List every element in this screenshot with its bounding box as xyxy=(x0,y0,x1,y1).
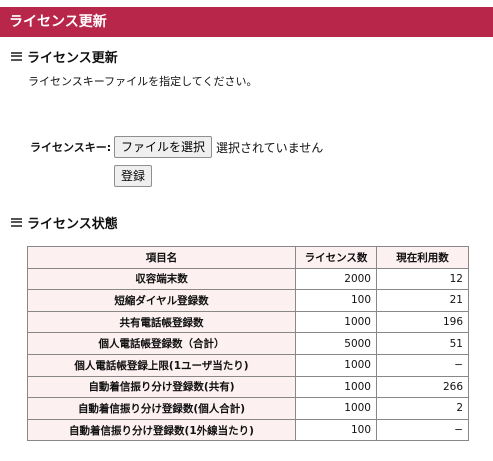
row-current-usage: 21 xyxy=(376,289,469,312)
row-item-name: 自動着信振り分け登録数(1外線当たり) xyxy=(27,418,296,442)
row-license-count: 1000 xyxy=(295,375,377,399)
list-icon xyxy=(11,217,22,228)
page-title-bar: ライセンス更新 xyxy=(0,7,493,37)
table-row: 自動着信振り分け登録数(共有) 1000 266 xyxy=(27,375,469,399)
row-item-name: 個人電話帳登録数（合計） xyxy=(27,332,296,355)
status-section-heading-text: ライセンス状態 xyxy=(27,216,118,232)
row-current-usage: 196 xyxy=(376,310,469,334)
row-item-name: 個人電話帳登録上限(1ユーザ当たり) xyxy=(27,353,296,377)
row-item-name: 収容端末数 xyxy=(27,267,296,291)
table-row: 収容端末数 2000 12 xyxy=(27,267,469,291)
column-header-license-count: ライセンス数 xyxy=(295,246,377,269)
row-current-usage: 266 xyxy=(376,375,469,399)
row-license-count: 100 xyxy=(295,289,377,312)
table-row: 共有電話帳登録数 1000 196 xyxy=(27,310,469,334)
row-license-count: 2000 xyxy=(295,267,377,291)
row-license-count: 1000 xyxy=(295,353,377,377)
row-current-usage: − xyxy=(376,418,469,442)
column-header-current-usage: 現在利用数 xyxy=(376,246,469,269)
page-title: ライセンス更新 xyxy=(9,14,107,30)
row-item-name: 自動着信振り分け登録数(個人合計) xyxy=(27,397,296,420)
column-header-item-name: 項目名 xyxy=(27,246,296,269)
row-current-usage: 12 xyxy=(376,267,469,291)
row-current-usage: − xyxy=(376,353,469,377)
table-row: 自動着信振り分け登録数(1外線当たり) 100 − xyxy=(27,418,469,442)
table-row: 短縮ダイヤル登録数 100 21 xyxy=(27,289,469,312)
row-license-count: 1000 xyxy=(295,310,377,334)
update-section-heading-text: ライセンス更新 xyxy=(27,50,118,66)
table-row: 個人電話帳登録数（合計） 5000 51 xyxy=(27,332,469,355)
row-license-count: 5000 xyxy=(295,332,377,355)
row-item-name: 自動着信振り分け登録数(共有) xyxy=(27,375,296,399)
row-license-count: 1000 xyxy=(295,397,377,420)
row-item-name: 共有電話帳登録数 xyxy=(27,310,296,334)
update-description: ライセンスキーファイルを指定してください。 xyxy=(28,75,258,88)
row-current-usage: 2 xyxy=(376,397,469,420)
update-section-heading: ライセンス更新 xyxy=(11,47,118,66)
list-icon xyxy=(11,51,22,62)
status-section-heading: ライセンス状態 xyxy=(11,213,118,232)
license-status-table: 項目名 ライセンス数 現在利用数 収容端末数 2000 12 短縮ダイヤル登録数… xyxy=(27,246,469,442)
table-header-row: 項目名 ライセンス数 現在利用数 xyxy=(27,246,469,269)
table-row: 個人電話帳登録上限(1ユーザ当たり) 1000 − xyxy=(27,353,469,377)
register-button[interactable]: 登録 xyxy=(114,165,153,187)
row-item-name: 短縮ダイヤル登録数 xyxy=(27,289,296,312)
table-row: 自動着信振り分け登録数(個人合計) 1000 2 xyxy=(27,397,469,420)
row-license-count: 100 xyxy=(295,418,377,442)
row-current-usage: 51 xyxy=(376,332,469,355)
choose-file-button[interactable]: ファイルを選択 xyxy=(114,136,213,158)
file-status-text: 選択されていません xyxy=(216,141,324,155)
license-key-label: ライセンスキー: xyxy=(30,141,112,154)
